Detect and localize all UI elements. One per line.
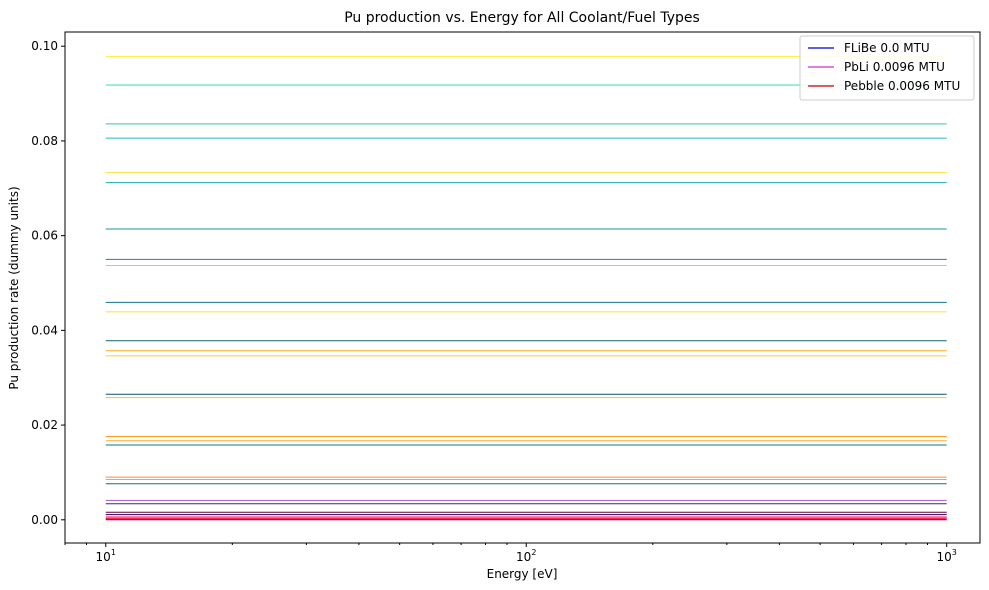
- legend-box: [799, 35, 975, 101]
- x-tick-label-2: 103: [937, 548, 957, 564]
- x-tick-label-1: 102: [516, 548, 536, 564]
- y-axis-label: Pu production rate (dummy units): [7, 186, 21, 389]
- legend-label-1: PbLi 0.0096 MTU: [844, 60, 945, 74]
- legend: FLiBe 0.0 MTU PbLi 0.0096 MTU Pebble 0.009…: [799, 35, 975, 101]
- legend-label-0: FLiBe 0.0 MTU: [844, 41, 930, 55]
- y-axis: 0.00 0.02 0.04 0.06 0.08 0.10: [31, 39, 65, 527]
- plot-lines: [105, 56, 947, 521]
- y-tick-label-2: 0.04: [31, 323, 58, 337]
- legend-label-2: Pebble 0.0096 MTU: [844, 79, 960, 93]
- y-tick-label-3: 0.06: [31, 229, 58, 243]
- x-tick-label-0: 101: [96, 548, 116, 564]
- x-axis: 101 102 103: [64, 543, 957, 564]
- y-tick-label-4: 0.08: [31, 134, 58, 148]
- y-tick-label-5: 0.10: [31, 39, 58, 53]
- chart-title: Pu production vs. Energy for All Coolant…: [344, 10, 700, 26]
- y-tick-label-0: 0.00: [31, 513, 58, 527]
- y-tick-label-1: 0.02: [31, 418, 58, 432]
- plot-frame: [64, 31, 981, 544]
- x-axis-label: Energy [eV]: [487, 567, 558, 581]
